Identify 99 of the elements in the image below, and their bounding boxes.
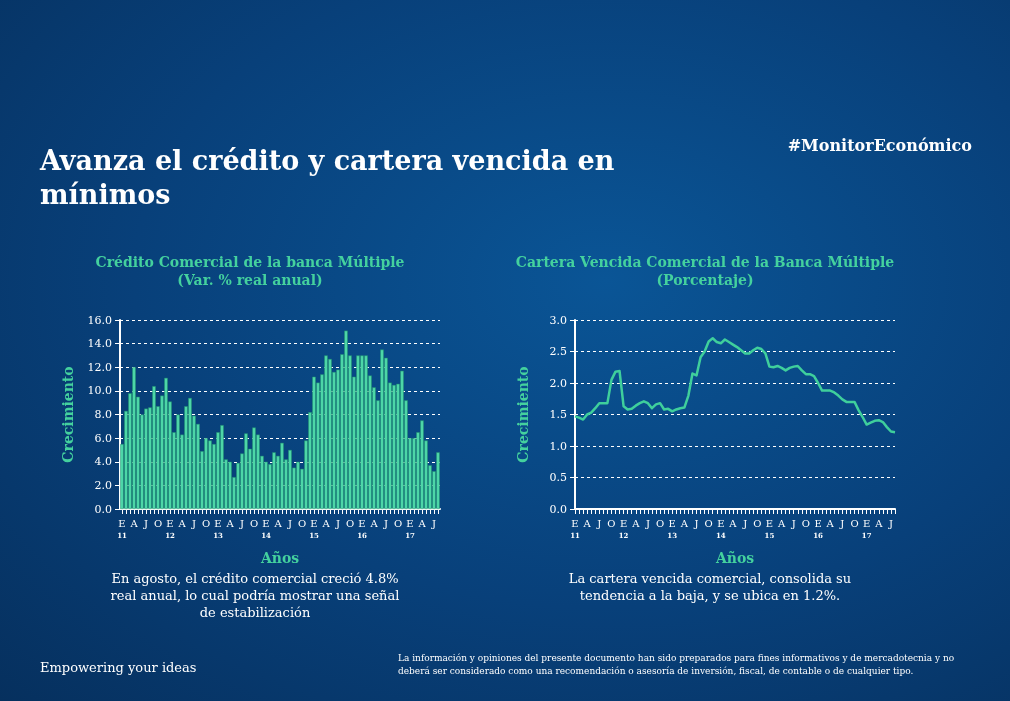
x-tick-label: O <box>201 517 211 529</box>
bar <box>312 376 316 509</box>
y-tick-label: 0.5 <box>549 471 567 484</box>
x-tick-label: J <box>142 517 149 529</box>
text: #MonitorEconómico <box>787 136 972 155</box>
bar <box>288 449 292 509</box>
bar <box>296 461 300 509</box>
x-tick-label: A <box>273 517 283 529</box>
x-tick-label: A <box>417 517 427 529</box>
x-tick-label: A <box>225 517 235 529</box>
bar <box>132 367 136 509</box>
x-tick-label: J <box>596 517 602 529</box>
x-tick-label: J <box>430 517 437 529</box>
bar <box>252 427 256 509</box>
y-tick-label: 8.0 <box>94 408 112 421</box>
x-tick-label: A <box>728 517 738 529</box>
x-tick-label: O <box>655 517 665 529</box>
x-tick-label: J <box>887 517 893 529</box>
bar <box>420 420 424 509</box>
y-tick-label: 6.0 <box>94 431 112 445</box>
y-tick-label: 2.5 <box>549 345 567 358</box>
x-tick-label: J <box>190 517 197 529</box>
y-tick-label: 16.0 <box>87 313 112 327</box>
bar <box>392 384 396 509</box>
x-tick-label: A <box>825 517 835 529</box>
x-tick-label: O <box>249 517 259 529</box>
chart-title: Crédito Comercial de la banca Múltiple <box>95 254 405 270</box>
text: La cartera vencida comercial, consolida su tendencia a la baja, y se ubica en 1.2%. <box>567 570 853 604</box>
x-axis-title: Años <box>259 550 300 566</box>
x-tick-label: J <box>286 517 293 529</box>
x-tick-label: A <box>776 517 786 529</box>
x-tick-label: O <box>345 517 355 529</box>
bar <box>204 438 208 509</box>
bar <box>280 442 284 509</box>
chart-subtitle: (Var. % real anual) <box>177 272 323 288</box>
x-tick-label: A <box>874 517 884 529</box>
bar <box>228 461 232 509</box>
x-tick-label: O <box>801 517 810 529</box>
x-tick-label: J <box>644 517 650 529</box>
bar <box>380 349 384 509</box>
bar <box>400 370 404 509</box>
y-tick-label: 2.0 <box>94 478 112 492</box>
chart-title: Cartera Vencida Comercial de la Banca Múltiple <box>515 254 895 270</box>
y-tick-label: 2.0 <box>549 376 567 390</box>
x-tick-label: A <box>369 517 379 529</box>
y-tick-label: 4.0 <box>94 455 112 469</box>
x-tick-label: J <box>334 517 341 529</box>
y-tick-label: 1.0 <box>549 439 567 453</box>
x-tick-label: J <box>790 517 796 529</box>
x-tick-label: O <box>753 517 762 529</box>
bar <box>344 330 348 509</box>
x-tick-label: O <box>607 517 616 529</box>
y-tick-label: 0.0 <box>94 502 112 516</box>
bar <box>272 452 276 509</box>
line-series <box>573 337 897 434</box>
x-tick-label: A <box>129 517 139 529</box>
x-tick-label: A <box>177 517 187 529</box>
bar <box>152 386 156 509</box>
x-axis-title: Años <box>714 550 755 566</box>
x-tick-label: J <box>839 517 845 529</box>
bar <box>324 355 328 509</box>
text: En agosto, el crédito comercial creció 4.8% real anual, lo cual podría mostrar una señal de estabilización <box>109 570 401 621</box>
bar <box>208 440 212 509</box>
x-tick-label: A <box>321 517 331 529</box>
bar <box>436 452 440 509</box>
x-tick-label: J <box>238 517 245 529</box>
x-tick-label: O <box>153 517 163 529</box>
bar <box>244 433 248 509</box>
y-tick-label: 12.0 <box>87 360 112 374</box>
y-tick-label: 10.0 <box>87 384 112 398</box>
x-tick-label: J <box>382 517 389 529</box>
y-tick-label: 1.5 <box>549 408 567 421</box>
y-axis-title: Crecimiento <box>60 366 76 463</box>
x-tick-label: J <box>742 517 748 529</box>
bar <box>360 355 364 509</box>
bar <box>188 397 192 509</box>
y-tick-label: 14.0 <box>87 337 112 351</box>
text: Empowering your ideas <box>40 660 197 675</box>
x-tick-label: A <box>679 517 689 529</box>
x-tick-label: A <box>631 517 641 529</box>
bar <box>364 355 368 509</box>
x-tick-label: O <box>704 517 713 529</box>
x-tick-label: O <box>850 517 859 529</box>
bar <box>220 425 224 509</box>
y-tick-label: 0.0 <box>549 502 567 516</box>
bar <box>164 377 168 509</box>
bar <box>356 355 360 509</box>
chart-subtitle: (Porcentaje) <box>656 272 754 288</box>
y-tick-label: 3.0 <box>549 313 567 327</box>
bar <box>328 358 332 509</box>
x-tick-label: J <box>693 517 699 529</box>
x-tick-label: O <box>297 517 307 529</box>
x-tick-label: O <box>393 517 403 529</box>
text: La información y opiniones del presente documento han sido preparados para fines informativos y de mercadotecnia y no deberá ser considerado como una recomendación o asesoría de inversión, fiscal, de contable o de cualquier tipo. <box>398 652 956 678</box>
bar <box>176 414 180 509</box>
bar <box>144 408 148 509</box>
x-tick-label: A <box>582 517 592 529</box>
y-axis-title: Crecimiento <box>515 366 531 463</box>
text: Avanza el crédito y cartera vencida en mínimos <box>40 144 616 212</box>
